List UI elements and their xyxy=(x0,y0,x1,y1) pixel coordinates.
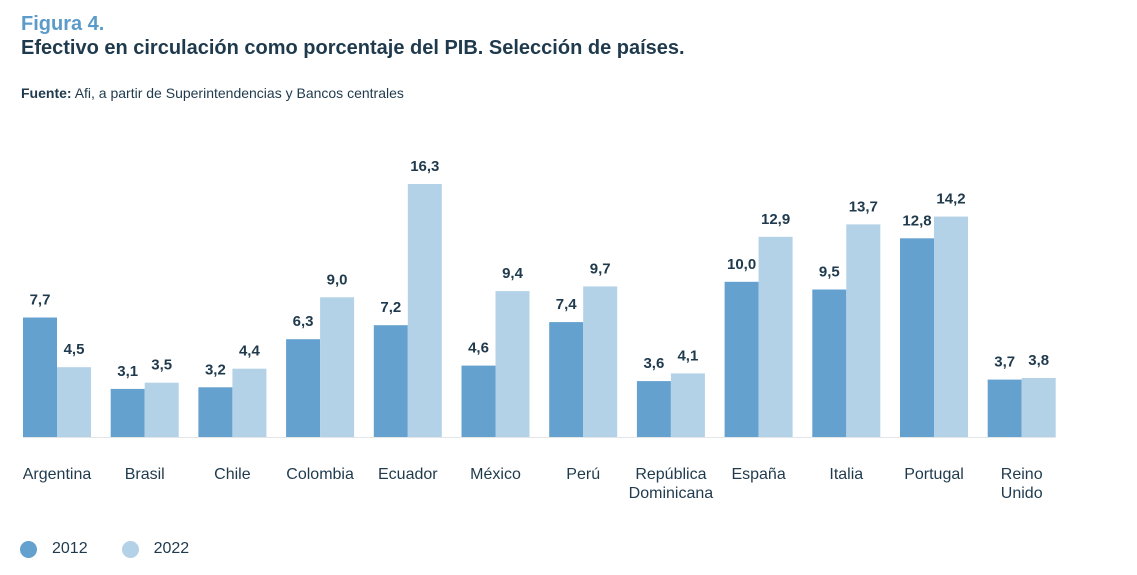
category-label-1: Brasil xyxy=(125,466,165,483)
data-label-2012-0: 7,7 xyxy=(30,292,51,309)
bar-2012-6 xyxy=(549,322,584,437)
bar-2022-5 xyxy=(495,291,530,437)
data-label-2022-3: 9,0 xyxy=(327,271,348,288)
bar-2012-1 xyxy=(110,388,145,437)
data-label-2012-1: 3,1 xyxy=(117,363,138,380)
category-label-7: República Dominicana xyxy=(629,466,714,502)
data-label-2022-1: 3,5 xyxy=(151,357,172,374)
bar-2012-4 xyxy=(373,325,408,437)
bar-2022-4 xyxy=(407,184,442,437)
data-label-2012-11: 3,7 xyxy=(994,354,1015,371)
bar-2012-5 xyxy=(461,365,496,437)
chart-title: Efectivo en circulación como porcentaje … xyxy=(21,37,685,59)
data-label-2022-2: 4,4 xyxy=(239,343,261,360)
legend-swatch-2012 xyxy=(20,540,37,558)
data-label-2022-6: 9,7 xyxy=(590,260,611,277)
category-label-0: Argentina xyxy=(23,466,92,483)
data-label-2022-11: 3,8 xyxy=(1028,352,1049,369)
bar-2012-11 xyxy=(987,379,1022,437)
source-label: Fuente: xyxy=(21,85,72,101)
bar-2012-2 xyxy=(198,387,233,437)
legend-item-2012: 2012 xyxy=(20,540,88,558)
category-label-8: España xyxy=(731,466,785,483)
category-label-4: Ecuador xyxy=(378,466,438,483)
data-label-2012-8: 10,0 xyxy=(727,256,756,273)
category-label-2: Chile xyxy=(214,466,251,483)
category-label-5: México xyxy=(470,466,521,483)
source-text: Afi, a partir de Superintendencias y Ban… xyxy=(74,85,404,101)
bar-chart: 7,7 4,5 Argentina 3,1 3,5 Brasil 3,2 4,4 Chile 6,… xyxy=(23,158,1056,502)
bar-2012-7 xyxy=(636,381,671,437)
bar-2022-1 xyxy=(144,382,179,437)
category-label-3: Colombia xyxy=(286,466,354,483)
data-label-2022-8: 12,9 xyxy=(761,211,790,228)
bar-2022-8 xyxy=(758,236,793,437)
data-label-2012-7: 3,6 xyxy=(643,355,664,372)
bar-2012-10 xyxy=(900,238,934,437)
bar-2022-6 xyxy=(583,286,618,437)
data-label-2012-5: 4,6 xyxy=(468,340,489,357)
data-label-2022-10: 14,2 xyxy=(936,191,965,208)
data-label-2022-5: 9,4 xyxy=(502,265,524,282)
legend-swatch-2022 xyxy=(121,540,139,558)
legend-label-2012: 2012 xyxy=(52,540,88,557)
data-label-2012-4: 7,2 xyxy=(380,299,401,316)
source-note: Fuente: Afi, a partir de Superintendenci… xyxy=(21,85,404,101)
bar-2012-0 xyxy=(23,317,57,437)
data-label-2022-9: 13,7 xyxy=(849,198,878,215)
category-label-11: Reino Unido xyxy=(1001,466,1043,502)
legend-label-2022: 2022 xyxy=(153,540,190,557)
data-label-2012-3: 6,3 xyxy=(293,313,314,330)
bar-2022-2 xyxy=(232,368,267,437)
data-label-2022-7: 4,1 xyxy=(677,347,698,364)
category-label-6: Perú xyxy=(566,466,600,483)
data-label-2012-2: 3,2 xyxy=(205,361,226,378)
figure-number: Figura 4. xyxy=(21,13,105,35)
bar-2022-9 xyxy=(846,224,881,437)
bar-2022-11 xyxy=(1021,378,1056,437)
category-label-9: Italia xyxy=(829,466,863,483)
bar-2012-3 xyxy=(286,339,321,437)
bar-2022-10 xyxy=(934,216,968,437)
legend: 2012 2022 xyxy=(20,540,223,558)
data-label-2022-0: 4,5 xyxy=(64,341,85,358)
bar-2022-3 xyxy=(320,297,355,437)
data-label-2012-6: 7,4 xyxy=(556,296,578,313)
bar-2022-7 xyxy=(670,373,705,437)
data-label-2012-9: 9,5 xyxy=(819,264,840,281)
legend-item-2022: 2022 xyxy=(121,540,190,558)
data-label-2022-4: 16,3 xyxy=(410,158,439,175)
category-label-10: Portugal xyxy=(904,466,964,483)
data-label-2012-10: 12,8 xyxy=(902,212,931,229)
bar-2012-8 xyxy=(724,281,759,437)
bar-2012-9 xyxy=(812,289,847,437)
bar-2022-0 xyxy=(57,367,91,437)
